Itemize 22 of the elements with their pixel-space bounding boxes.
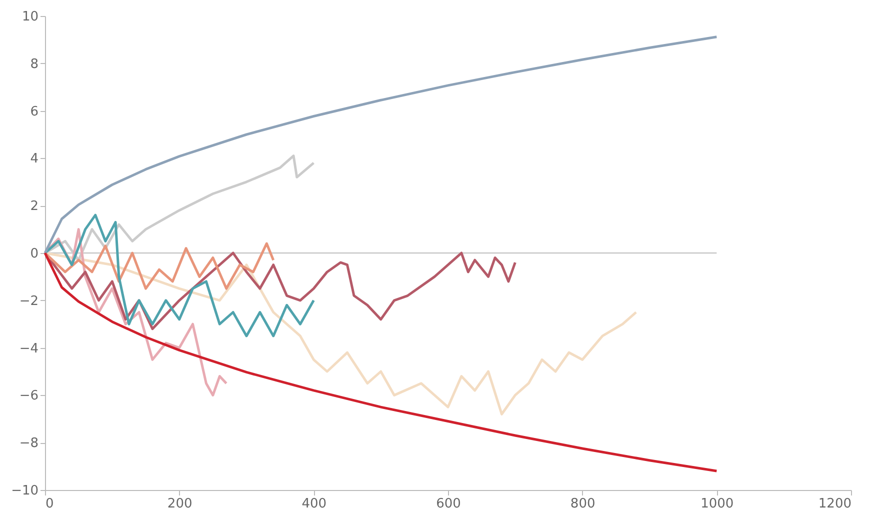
- y-tick-label: 2: [30, 199, 38, 214]
- y-tick-label: 6: [30, 104, 38, 120]
- y-tick-label: 10: [22, 10, 38, 24]
- line-series: [44, 36, 718, 254]
- x-tick-label: 1000: [700, 496, 734, 512]
- y-tick-label: 0: [30, 246, 38, 262]
- line-series: [44, 252, 718, 472]
- x-tick-label: 400: [302, 496, 327, 512]
- y-tick-label: −6: [19, 388, 38, 404]
- line-series: [44, 242, 275, 290]
- y-tick-label: −4: [19, 341, 38, 356]
- x-tick-label: 0: [46, 496, 54, 512]
- y-tick-label: −2: [19, 294, 38, 309]
- y-tick-label: −8: [19, 436, 38, 452]
- x-tick-label: 800: [570, 496, 596, 512]
- y-tick-label: −10: [11, 484, 38, 498]
- x-tick-label: 1200: [818, 496, 852, 512]
- y-tick-label: 4: [30, 152, 38, 167]
- x-tick-label: 600: [436, 496, 461, 512]
- line-series: [44, 214, 315, 338]
- y-tick-label: 8: [30, 56, 38, 72]
- x-tick-label: 200: [167, 496, 192, 512]
